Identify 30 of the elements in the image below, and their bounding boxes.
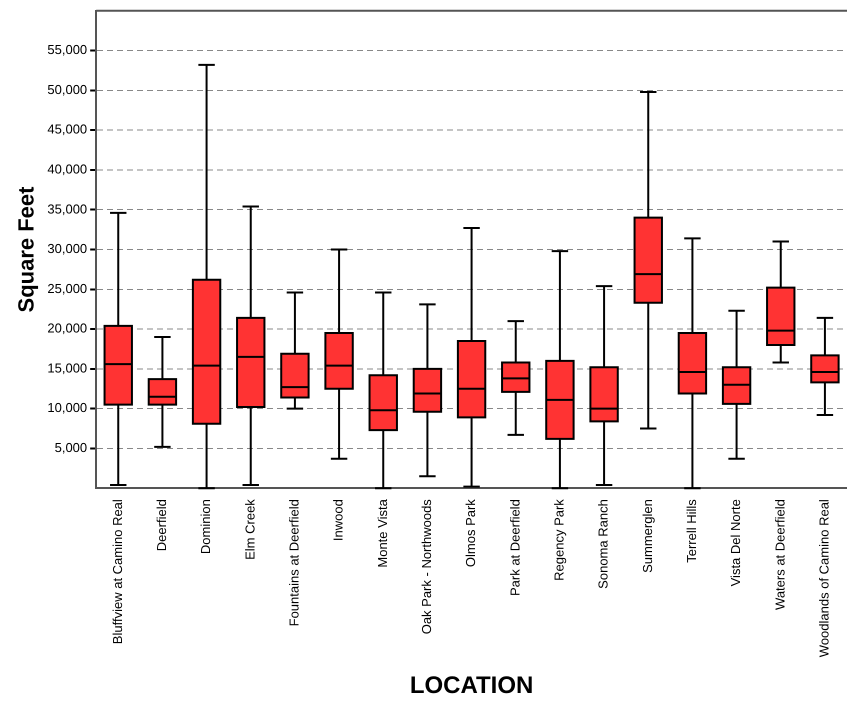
x-tick-label: Dominion: [198, 499, 214, 554]
x-tick-label: Summerglen: [640, 499, 655, 573]
x-tick-label: Olmos Park: [463, 498, 478, 568]
y-axis-title: Square Feet: [13, 186, 38, 312]
y-tick-label: 20,000: [47, 320, 88, 336]
x-tick-label: Inwood: [330, 499, 346, 542]
y-tick-label: 45,000: [47, 122, 88, 137]
y-tick-label: 25,000: [47, 280, 88, 296]
y-tick-label: 10,000: [47, 400, 88, 416]
y-tick-label: 35,000: [47, 201, 88, 216]
y-tick-label: 15,000: [47, 360, 88, 376]
x-tick-label: Regency Park: [551, 498, 566, 581]
y-tick-label: 50,000: [47, 82, 88, 97]
y-tick-label: 55,000: [47, 42, 88, 58]
x-tick-label: Oak Park - Northwoods: [418, 498, 434, 634]
x-tick-label: Monte Vista: [374, 498, 390, 568]
x-tick-label: Fountains at Deerfield: [286, 499, 302, 626]
x-tick-label: Park at Deerfield: [507, 499, 522, 596]
x-tick-label: Sonoma Ranch: [596, 499, 611, 589]
x-tick-label: Bluffview at Camino Real: [110, 499, 125, 644]
y-tick-label: 5,000: [54, 440, 88, 455]
x-tick-label: Deerfield: [154, 499, 169, 552]
x-tick-label: Terrell Hills: [684, 498, 699, 563]
x-tick-label: Woodlands of Camino Real: [816, 499, 832, 658]
x-tick-label: Waters at Deerfield: [772, 499, 788, 610]
x-tick-label: Vista Del Norte: [728, 499, 744, 586]
y-tick-label: 30,000: [47, 241, 88, 256]
y-tick-label: 40,000: [47, 162, 88, 177]
x-tick-label: Elm Creek: [242, 498, 258, 560]
x-axis-title: LOCATION: [410, 672, 534, 700]
